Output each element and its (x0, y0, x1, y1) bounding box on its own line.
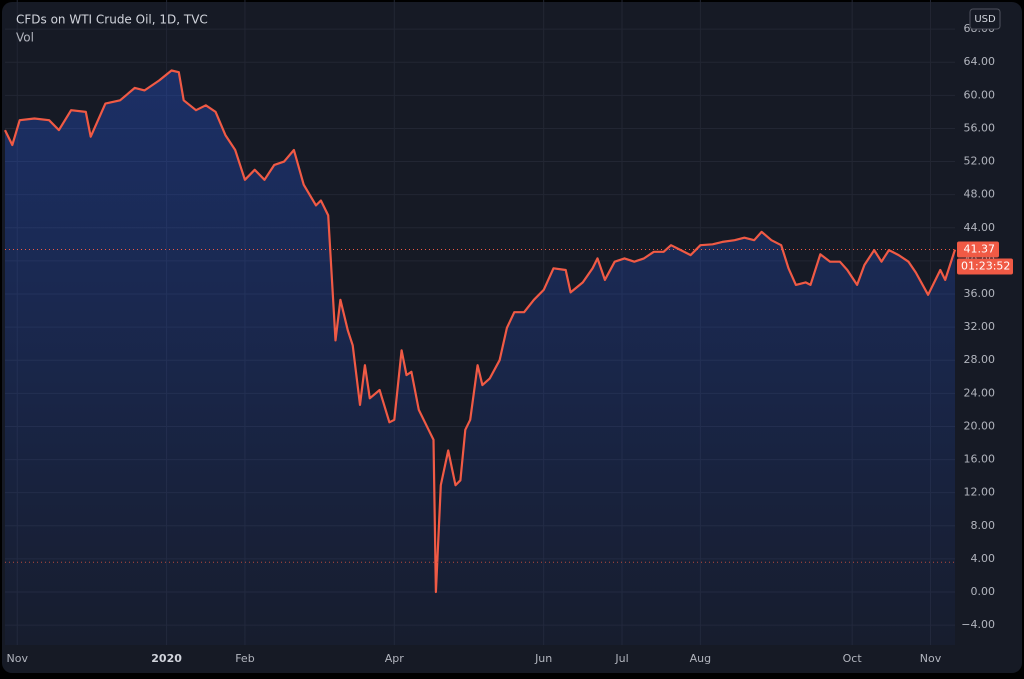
countdown-badge (957, 258, 1013, 275)
y-tick-label: 48.00 (964, 188, 996, 201)
last-price-label: 41.37 (964, 243, 996, 256)
x-tick-label: Jun (534, 652, 552, 665)
y-tick-label: 44.00 (964, 221, 996, 234)
price-line (4, 69, 957, 594)
x-tick-label: Nov (920, 652, 942, 665)
x-tick-label: 2020 (151, 652, 182, 665)
y-tick-label: 28.00 (964, 353, 996, 366)
currency-label: USD (974, 14, 996, 25)
x-tick-label: Apr (385, 652, 405, 665)
last-price-badge (957, 241, 999, 258)
y-tick-label: 36.00 (964, 287, 996, 300)
area-fill (5, 70, 955, 645)
y-tick-label: 52.00 (964, 155, 996, 168)
y-tick-label: 64.00 (964, 55, 996, 68)
x-tick-label: Jul (614, 652, 628, 665)
currency-badge (969, 8, 1001, 30)
x-tick-label: Oct (843, 652, 863, 665)
x-tick-label: Aug (690, 652, 711, 665)
y-tick-label: 8.00 (971, 519, 996, 532)
y-tick-label: 32.00 (964, 320, 996, 333)
labels: −4.00 0.00 4.00 8.00 12.00 16.00 20.00 24.00 28.… (7, 8, 1013, 665)
chart-title: CFDs on WTI Crude Oil, 1D, TVC (16, 13, 208, 27)
y-tick-label: 20.00 (964, 419, 996, 432)
y-tick-label: 60.00 (964, 88, 996, 101)
chart-subtitle: Vol (16, 31, 34, 45)
countdown-label: 01:23:52 (961, 260, 1010, 273)
y-tick-label: 0.00 (971, 585, 996, 598)
y-tick-label: 56.00 (964, 121, 996, 134)
y-tick-label: −4.00 (961, 618, 995, 631)
x-tick-label: Nov (7, 652, 29, 665)
y-tick-label: 24.00 (964, 386, 996, 399)
y-tick-label: 4.00 (971, 552, 996, 565)
y-tick-label: 12.00 (964, 486, 996, 499)
y-tick-label: 16.00 (964, 453, 996, 466)
plot (4, 69, 957, 645)
x-tick-label: Feb (235, 652, 254, 665)
